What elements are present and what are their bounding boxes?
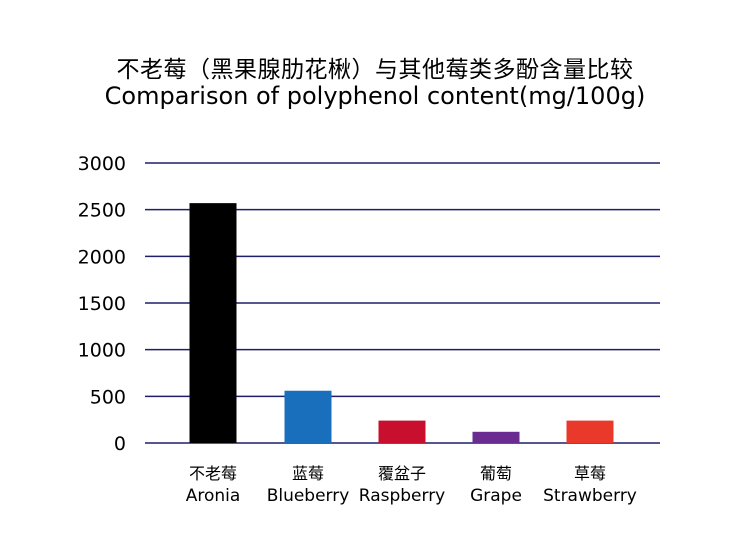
bar-blueberry	[284, 390, 332, 443]
bar-aronia	[189, 203, 237, 443]
y-tick-label: 2000	[78, 246, 126, 268]
y-tick-label: 3000	[78, 153, 126, 175]
x-tick-label-en: Grape	[470, 486, 522, 506]
y-tick-label: 1500	[78, 293, 126, 315]
y-tick-label: 500	[90, 386, 126, 408]
x-tick-label-cn: 草莓	[574, 464, 606, 483]
x-tick-label-en: Raspberry	[359, 486, 446, 506]
chart-subtitle: Comparison of polyphenol content(mg/100g…	[104, 82, 646, 110]
x-tick-label-en: Strawberry	[543, 486, 637, 506]
x-tick-label-cn: 葡萄	[480, 464, 512, 483]
x-tick-label-en: Aronia	[186, 486, 241, 506]
y-tick-label: 1000	[78, 340, 126, 362]
y-tick-label: 2500	[78, 200, 126, 222]
chart-title: 不老莓（黑果腺肋花楸）与其他莓类多酚含量比较	[116, 57, 634, 83]
bar-strawberry	[566, 420, 614, 443]
x-tick-label-cn: 覆盆子	[378, 464, 426, 483]
x-tick-label-cn: 蓝莓	[292, 464, 324, 483]
bar-grape	[472, 431, 520, 443]
bar-raspberry	[378, 420, 426, 443]
x-tick-label-en: Blueberry	[267, 486, 350, 506]
x-tick-label-cn: 不老莓	[189, 464, 237, 483]
y-tick-label: 0	[114, 433, 126, 455]
